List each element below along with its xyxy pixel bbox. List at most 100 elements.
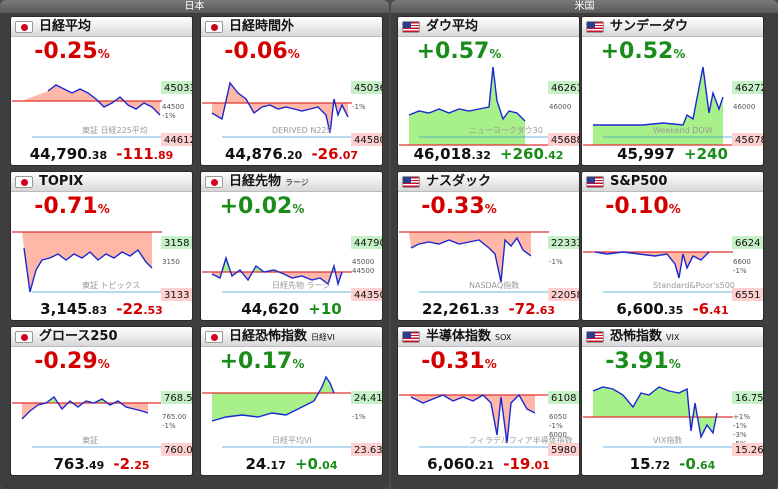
change-main: +260 (500, 145, 544, 163)
us-flag-icon (586, 176, 604, 188)
intraday-chart[interactable]: Weekend DOW 46272 46000 45678 (583, 63, 764, 147)
low-box (548, 443, 579, 456)
percent-value: -0.10 (605, 194, 669, 219)
market-card[interactable]: 日経恐怖指数 日経VI +0.17% 日経平均VI 24.41 -1% 23.63… (200, 326, 383, 476)
market-card[interactable]: 半導体指数 SOX -0.31% フィラデルフィア半導体指数 6108 6050-… (397, 326, 580, 476)
high-label: 46272 (735, 83, 764, 94)
high-box (732, 391, 763, 404)
card-header: 日経先物 ラージ (201, 172, 382, 192)
intraday-chart[interactable]: Standard&Poor's500 6624 6600-1% 6551 (583, 218, 764, 302)
change-decimals: .07 (338, 149, 359, 162)
percent-unit: % (489, 47, 502, 61)
card-title: グロース250 (39, 328, 122, 347)
chart-watermark: 東証 (82, 435, 98, 445)
market-card[interactable]: ナスダック -0.33% NASDAQ指数 22333 -1% 22058 22… (397, 171, 580, 321)
change-decimals: .01 (530, 459, 550, 472)
market-card[interactable]: 日経時間外 -0.06% DERIVED N225 45036 -1% 4458… (200, 16, 383, 166)
percent-change: +0.02% (201, 194, 323, 222)
high-box (548, 391, 579, 404)
change-decimals: .04 (317, 459, 338, 472)
price-line (410, 236, 532, 283)
market-card[interactable]: TOPIX -0.71% 東証 トピックス 3158 3150 3133 3,1… (10, 171, 193, 321)
price-decimals: .72 (650, 459, 671, 472)
intraday-chart[interactable]: NASDAQ指数 22333 -1% 22058 (399, 218, 580, 302)
high-box (351, 236, 382, 249)
intraday-chart[interactable]: DERIVED N225 45036 -1% 44580 (202, 63, 383, 147)
percent-value: -0.25 (34, 39, 98, 64)
percent-change: -0.31% (398, 349, 520, 377)
card-footer: 22,261.33 -72.63 (398, 299, 579, 319)
card-title-text: 恐怖指数 (610, 329, 663, 344)
market-card[interactable]: ダウ平均 +0.57% ニューヨークダウ30 46261 46000 45688… (397, 16, 580, 166)
chart-mid-label: +1% (733, 413, 750, 421)
low-label: 44350 (354, 290, 383, 301)
chart-watermark: 東証 日経225平均 (82, 125, 148, 135)
low-box (548, 133, 579, 146)
chart-area-above (593, 387, 717, 417)
card-header: TOPIX (11, 172, 192, 192)
intraday-chart[interactable]: 東証 768.53 765.00-1% 760.03 (12, 373, 193, 457)
chart-watermark: VIX指数 (653, 435, 682, 445)
chart-watermark: ニューヨークダウ30 (469, 125, 543, 135)
intraday-chart[interactable]: 東証 トピックス 3158 3150 3133 (12, 218, 193, 302)
price-line (211, 81, 349, 134)
low-label: 44612 (164, 135, 193, 146)
intraday-chart[interactable]: 日経平均VI 24.41 -1% 23.63 (202, 373, 383, 457)
card-title-text: サンデーダウ (610, 19, 689, 34)
card-header: ナスダック (398, 172, 579, 192)
card-title: S&P500 (610, 173, 671, 192)
card-header: S&P500 (582, 172, 763, 192)
intraday-chart[interactable]: 東証 日経225平均 45033 44500-1% 44612 (12, 63, 193, 147)
card-header: ダウ平均 (398, 17, 579, 37)
market-card[interactable]: 日経先物 ラージ +0.02% 日経先物 ラージ 44790 45000 44500… (200, 171, 383, 321)
chart-area-above (22, 397, 148, 403)
price-decimals: .32 (471, 149, 491, 162)
chart-area-below (593, 417, 717, 437)
change-decimals: .42 (543, 149, 564, 162)
intraday-chart[interactable]: フィラデルフィア半導体指数 6108 6050-1%6000 5980 (399, 373, 580, 457)
market-card[interactable]: S&P500 -0.10% Standard&Poor's500 6624 66… (581, 171, 764, 321)
chart-mid-label: 44500 (352, 267, 374, 275)
chart-mid-label: -1% (162, 112, 176, 120)
intraday-chart[interactable]: VIX指数 16.75 +1%-1%-3%-5% 15.26 (583, 373, 764, 457)
price-line (594, 251, 710, 279)
percent-change: -0.71% (11, 194, 133, 222)
price-line (408, 66, 526, 122)
change-main: -72 (508, 300, 536, 318)
chart-watermark: 日経先物 ラージ (272, 280, 330, 290)
low-box (732, 443, 763, 456)
low-label: 6551 (735, 290, 760, 301)
market-card[interactable]: グロース250 -0.29% 東証 768.53 765.00-1% 760.0… (10, 326, 193, 476)
percent-value: -0.71 (34, 194, 98, 219)
us-flag-icon (402, 176, 420, 188)
high-box (351, 391, 382, 404)
chart-watermark: Weekend DOW (653, 126, 713, 135)
high-label: 24.41 (354, 393, 383, 404)
market-card[interactable]: サンデーダウ +0.52% Weekend DOW 46272 46000 45… (581, 16, 764, 166)
low-label: 5980 (551, 445, 576, 456)
market-card[interactable]: 日経平均 -0.25% 東証 日経225平均 45033 44500 -1% 44… (10, 16, 193, 166)
percent-change: +0.17% (201, 349, 323, 377)
high-box (351, 81, 382, 94)
high-label: 22333 (551, 238, 580, 249)
chart-mid-label: 6050 (549, 413, 567, 421)
percent-unit: % (292, 202, 305, 216)
percent-value: +0.52 (600, 39, 674, 64)
change-main: -26 (311, 145, 339, 163)
high-label: 44790 (354, 238, 383, 249)
percent-unit: % (97, 47, 110, 61)
price-decimals: .21 (474, 459, 495, 472)
intraday-chart[interactable]: ニューヨークダウ30 46261 46000 45688 (399, 63, 580, 147)
change-decimals: .53 (143, 304, 163, 317)
card-title: 日経時間外 (229, 18, 298, 37)
region-us-label: 米国 (391, 0, 778, 13)
percent-value: -0.06 (224, 39, 288, 64)
card-header: グロース250 (11, 327, 192, 347)
change-main: -6 (692, 300, 710, 318)
low-label: 3133 (164, 290, 189, 301)
card-title-text: ダウ平均 (426, 19, 479, 34)
low-label: 23.63 (354, 445, 383, 456)
card-footer: 45,997 +240 (582, 144, 763, 164)
